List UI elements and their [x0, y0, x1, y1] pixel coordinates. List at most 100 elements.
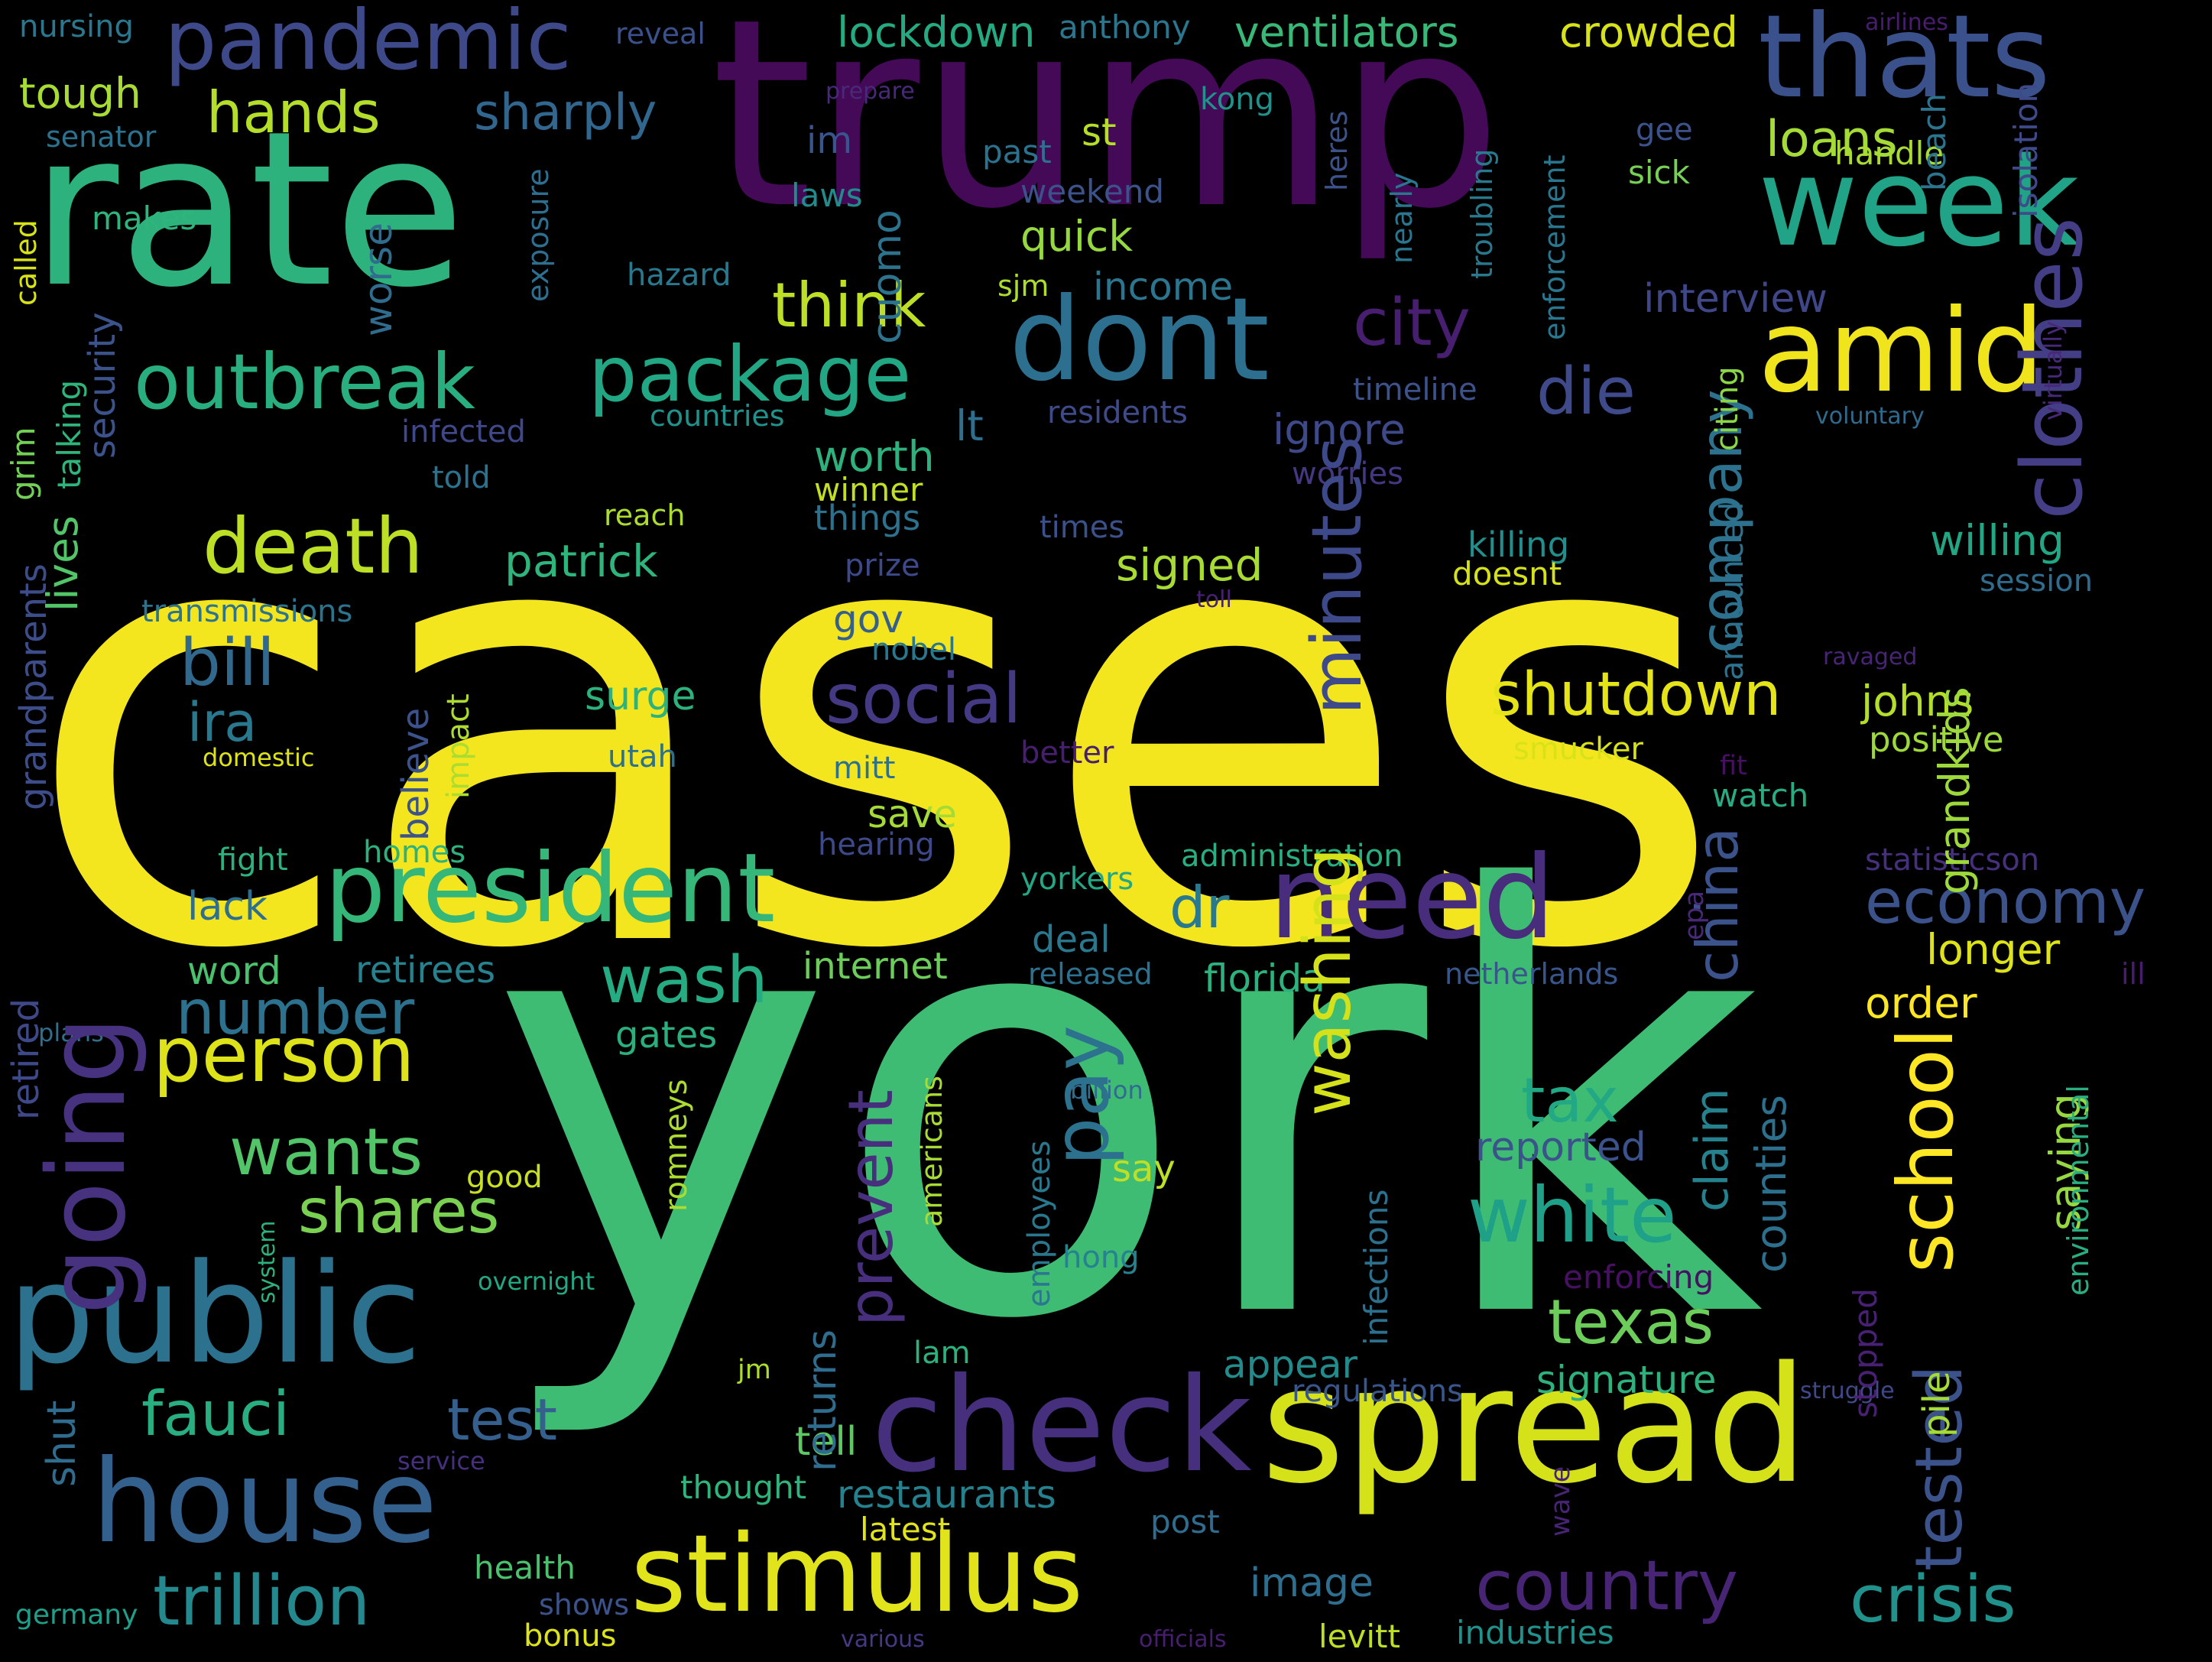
- word-ill: ill: [2121, 957, 2146, 991]
- word-im: im: [806, 119, 853, 162]
- word-kong: kong: [1200, 82, 1274, 117]
- word-watch: watch: [1712, 777, 1809, 814]
- word-countries: countries: [650, 399, 785, 433]
- word-anthony: anthony: [1059, 8, 1191, 46]
- word-ignore: ignore: [1273, 405, 1406, 454]
- word-worse: worse: [356, 222, 401, 336]
- word-tax: tax: [1521, 1065, 1619, 1136]
- word-appear: appear: [1223, 1342, 1358, 1387]
- word-amid: amid: [1758, 285, 2045, 418]
- word-sick: sick: [1628, 154, 1690, 191]
- word-called: called: [9, 219, 43, 306]
- word-longer: longer: [1926, 925, 2061, 974]
- word-reveal: reveal: [615, 17, 705, 50]
- word-loans: loans: [1766, 111, 1898, 168]
- word-announced: announced: [1713, 502, 1750, 680]
- word-die: die: [1536, 354, 1636, 430]
- word-positive: positive: [1869, 719, 2004, 760]
- word-pile: pile: [1915, 1371, 1958, 1437]
- word-isolation: isolation: [2007, 82, 2045, 218]
- word-things: things: [814, 498, 921, 538]
- word-lives: lives: [38, 515, 87, 612]
- word-jm: jm: [738, 1355, 771, 1385]
- word-say: say: [1112, 1147, 1176, 1190]
- word-tell: tell: [795, 1419, 858, 1465]
- word-good: good: [466, 1160, 543, 1195]
- word-grim: grim: [5, 427, 42, 501]
- word-struggle: struggle: [1800, 1378, 1895, 1404]
- word-signature: signature: [1536, 1358, 1717, 1402]
- word-doesnt: doesnt: [1452, 555, 1562, 592]
- word-timeline: timeline: [1353, 372, 1477, 407]
- word-virtually: virtually: [2038, 320, 2068, 420]
- word-told: told: [432, 460, 491, 495]
- word-claim: claim: [1685, 1088, 1739, 1212]
- word-number: number: [176, 977, 415, 1048]
- word-nobel: nobel: [871, 632, 956, 667]
- word-prepare: prepare: [825, 78, 915, 105]
- word-winner: winner: [814, 471, 923, 508]
- word-citing: citing: [1710, 366, 1745, 451]
- word-lam: lam: [913, 1336, 971, 1371]
- word-health: health: [474, 1549, 576, 1586]
- word-reach: reach: [604, 498, 686, 532]
- word-word: word: [187, 949, 281, 993]
- word-test: test: [447, 1386, 558, 1453]
- word-gates: gates: [615, 1014, 718, 1057]
- word-bill: bill: [180, 625, 275, 701]
- word-epa: epa: [1679, 890, 1710, 940]
- word-nursing: nursing: [19, 9, 134, 44]
- word-yorkers: yorkers: [1020, 862, 1134, 897]
- word-laws: laws: [791, 177, 863, 214]
- word-house: house: [92, 1436, 438, 1569]
- word-reported: reported: [1475, 1125, 1646, 1170]
- word-session: session: [1980, 563, 2094, 599]
- word-death: death: [203, 502, 423, 591]
- word-various: various: [841, 1626, 925, 1653]
- word-lack: lack: [187, 884, 268, 930]
- word-retired: retired: [5, 998, 47, 1120]
- word-grandkids: grandkids: [1930, 687, 1979, 894]
- word-gov: gov: [833, 597, 903, 641]
- word-shut: shut: [39, 1400, 85, 1487]
- word-gee: gee: [1636, 112, 1693, 148]
- word-think: think: [772, 270, 926, 341]
- word-romneys: romneys: [659, 1079, 694, 1212]
- word-economy: economy: [1865, 866, 2146, 937]
- word-wants: wants: [229, 1115, 423, 1190]
- word-heres: heres: [1320, 110, 1354, 191]
- word-pandemic: pandemic: [164, 0, 572, 89]
- word-fit: fit: [1720, 751, 1747, 781]
- word-enforcing: enforcing: [1563, 1258, 1714, 1296]
- word-dont: dont: [1009, 274, 1270, 407]
- word-killing: killing: [1468, 524, 1570, 565]
- word-st: st: [1082, 110, 1117, 154]
- word-transmissions: transmissions: [141, 594, 353, 629]
- word-shutdown: shutdown: [1490, 661, 1782, 729]
- word-latest: latest: [860, 1511, 951, 1548]
- word-school: school: [1881, 1027, 1970, 1273]
- word-smucker: smucker: [1513, 732, 1643, 767]
- word-public: public: [8, 1235, 422, 1394]
- word-minutes: minutes: [1297, 436, 1377, 715]
- word-save: save: [868, 792, 958, 836]
- word-wash: wash: [600, 943, 768, 1018]
- word-crowded: crowded: [1559, 8, 1738, 57]
- word-residents: residents: [1047, 395, 1189, 430]
- word-enforcement: enforcement: [1538, 154, 1571, 340]
- word-dr: dr: [1169, 874, 1230, 941]
- word-thought: thought: [680, 1469, 807, 1506]
- word-shares: shares: [298, 1176, 500, 1247]
- word-stopped: stopped: [1847, 1288, 1884, 1418]
- word-regulations: regulations: [1292, 1374, 1464, 1409]
- word-internet: internet: [803, 945, 948, 988]
- word-signed: signed: [1116, 539, 1263, 591]
- word-service: service: [397, 1446, 485, 1475]
- word-security: security: [81, 312, 124, 459]
- word-billion: billion: [1070, 1076, 1143, 1105]
- word-released: released: [1028, 957, 1153, 991]
- word-stimulus: stimulus: [631, 1512, 1084, 1637]
- word-sharply: sharply: [474, 84, 657, 141]
- word-statisticson: statisticson: [1865, 842, 2040, 878]
